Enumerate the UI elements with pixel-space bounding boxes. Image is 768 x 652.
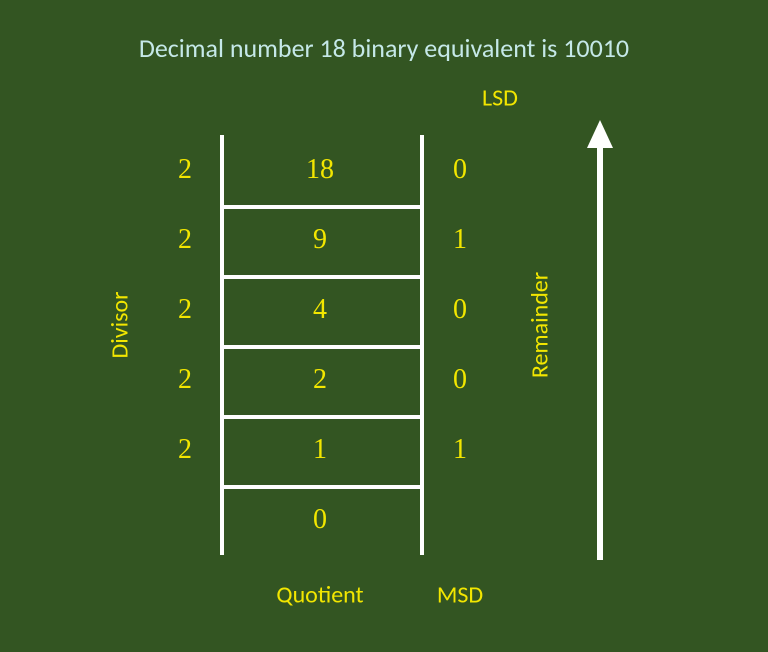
- ladder-hline: [220, 345, 424, 349]
- remainder-value: 0: [453, 154, 467, 186]
- remainder-value: 0: [453, 364, 467, 396]
- divisor-value: 2: [178, 224, 192, 256]
- quotient-axis-label: Quotient: [276, 581, 363, 610]
- divisor-axis-label: Divisor: [106, 291, 135, 358]
- divisor-value: 2: [178, 294, 192, 326]
- lsd-label: LSD: [482, 84, 518, 113]
- quotient-value: 0: [313, 504, 327, 536]
- quotient-value: 9: [313, 224, 327, 256]
- divisor-value: 2: [178, 364, 192, 396]
- direction-arrow-shaft: [597, 146, 603, 560]
- remainder-value: 1: [453, 224, 467, 256]
- divisor-value: 2: [178, 434, 192, 466]
- remainder-axis-label: Remainder: [526, 272, 555, 378]
- page-title: Decimal number 18 binary equivalent is 1…: [0, 32, 768, 64]
- quotient-value: 4: [313, 294, 327, 326]
- direction-arrow-head: [587, 120, 613, 148]
- remainder-value: 1: [453, 434, 467, 466]
- quotient-value: 2: [313, 364, 327, 396]
- msd-label: MSD: [437, 581, 483, 610]
- ladder-hline: [220, 275, 424, 279]
- ladder-hline: [220, 205, 424, 209]
- ladder-hline: [220, 415, 424, 419]
- divisor-value: 2: [178, 154, 192, 186]
- remainder-value: 0: [453, 294, 467, 326]
- ladder-hline: [220, 485, 424, 489]
- quotient-value: 1: [313, 434, 327, 466]
- quotient-value: 18: [306, 154, 334, 186]
